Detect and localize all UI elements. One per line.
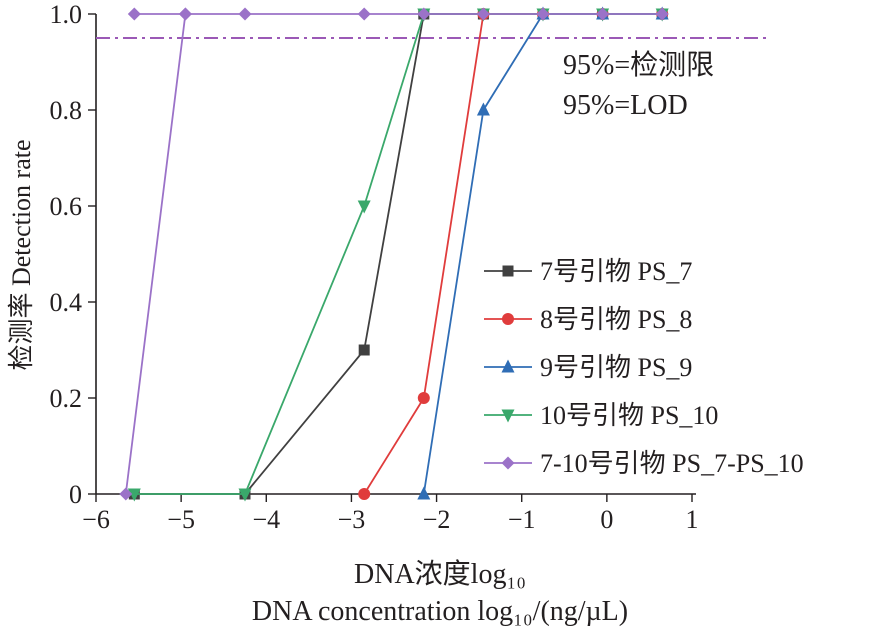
x-tick-label: −5 xyxy=(167,505,195,534)
y-tick-label: 0.4 xyxy=(50,288,83,317)
data-point xyxy=(119,487,133,501)
y-tick-label: 0.8 xyxy=(50,96,83,125)
data-point xyxy=(655,7,669,21)
data-point xyxy=(127,7,141,21)
legend-marker xyxy=(502,265,514,277)
y-tick-label: 1.0 xyxy=(50,0,83,29)
data-point xyxy=(476,7,490,21)
legend-label: 10号引物 PS_10 xyxy=(540,401,718,430)
data-point xyxy=(357,7,371,21)
x-tick-label: −2 xyxy=(423,505,451,534)
legend: 7号引物 PS_7 8号引物 PS_8 9号引物 PS_9 10号引物 PS_10 7-… xyxy=(484,257,804,478)
series-layer xyxy=(119,6,669,502)
data-point xyxy=(417,392,430,404)
data-point xyxy=(596,7,610,21)
legend-label: 9号引物 PS_9 xyxy=(540,353,692,382)
x-tick-label: −3 xyxy=(338,505,366,534)
legend-marker xyxy=(501,409,515,423)
data-point xyxy=(358,344,370,356)
x-axis-title-secondary: DNA concentration log₁₀/(ng/µL) xyxy=(252,596,628,627)
data-point xyxy=(476,102,490,116)
data-point xyxy=(358,488,371,500)
y-tick-label: 0.2 xyxy=(50,384,83,413)
y-tick-label: 0 xyxy=(69,480,82,509)
legend-marker xyxy=(501,359,515,373)
x-tick-label: 0 xyxy=(600,505,613,534)
legend-marker xyxy=(502,313,514,325)
data-point xyxy=(357,200,371,214)
data-point xyxy=(178,7,192,21)
x-tick-label: −1 xyxy=(508,505,536,534)
x-axis-title: DNA浓度log₁₀ xyxy=(354,558,526,590)
lod-label-chinese: 95%=检测限 xyxy=(563,49,714,81)
y-axis-title: 检测率 Detection rate xyxy=(7,139,36,370)
data-point xyxy=(127,488,141,502)
legend-label: 8号引物 PS_8 xyxy=(540,305,692,334)
data-point xyxy=(536,7,550,21)
legend-marker xyxy=(501,456,515,470)
legend-label: 7-10号引物 PS_7-PS_10 xyxy=(540,449,804,478)
data-point xyxy=(417,7,431,21)
x-tick-label: 1 xyxy=(686,505,699,534)
y-tick-label: 0.6 xyxy=(50,192,83,221)
legend-label: 7号引物 PS_7 xyxy=(540,257,692,286)
data-point xyxy=(238,488,252,502)
x-tick-label: −4 xyxy=(252,505,280,534)
axes-layer: −6 −5 −4 −3 −2 −1 0 1 0 0.2 0.4 0.6 0.8 1.0 xyxy=(50,0,699,534)
x-tick-label: −6 xyxy=(82,505,110,534)
data-point xyxy=(238,7,252,21)
lod-label-english: 95%=LOD xyxy=(563,90,688,121)
data-point xyxy=(417,486,431,500)
